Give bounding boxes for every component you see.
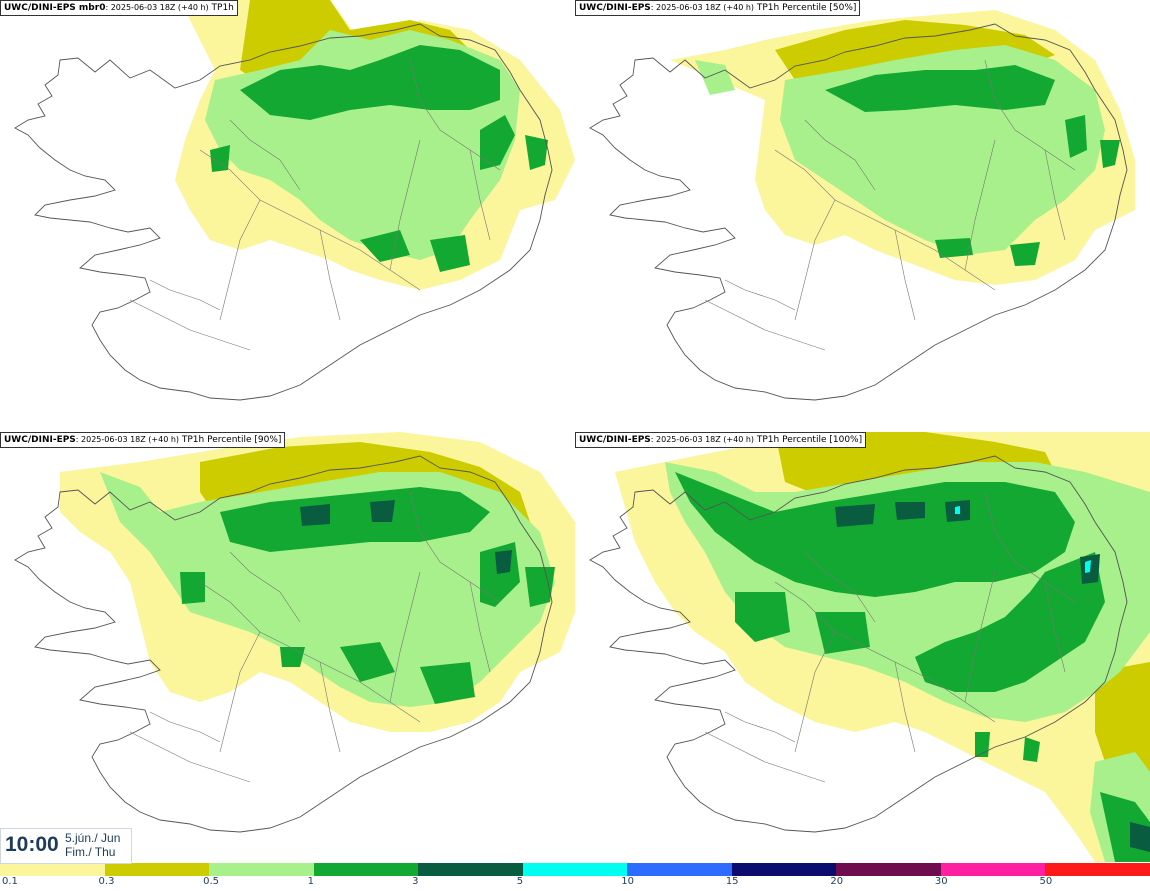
legend-swatch xyxy=(731,863,838,876)
valid-time-box: 10:00 5.jún./ Jun Fim./ Thu xyxy=(0,828,132,864)
panel-title: UWC/DINI-EPS: 2025-06-03 18Z (+40 h) TP1… xyxy=(0,432,286,448)
color-legend: 0.1 0.3 0.5 1 3 5 10 15 20 30 50 xyxy=(0,863,1150,891)
precip-map xyxy=(589,432,1150,862)
legend-swatch xyxy=(313,863,420,876)
map-panel-p100: UWC/DINI-EPS: 2025-06-03 18Z (+40 h) TP1… xyxy=(575,432,1150,862)
precip-map xyxy=(589,10,1135,401)
legend-swatch xyxy=(209,863,315,876)
legend-swatch xyxy=(0,863,106,876)
legend-swatch xyxy=(836,863,942,876)
legend-swatch xyxy=(104,863,211,876)
legend-swatch xyxy=(522,863,629,876)
legend-swatch xyxy=(940,863,1047,876)
precip-area-green xyxy=(675,472,1150,862)
precip-area-olive xyxy=(775,432,1150,832)
valid-time-clock: 10:00 xyxy=(5,833,59,856)
legend-tick-label: 50 xyxy=(1039,876,1053,887)
map-panel-mbr0: UWC/DINI-EPS mbr0: 2025-06-03 18Z (+40 h… xyxy=(0,0,575,430)
panel-title: UWC/DINI-EPS mbr0: 2025-06-03 18Z (+40 h… xyxy=(0,0,238,16)
precip-area-green xyxy=(825,65,1120,266)
map-panel-p90: UWC/DINI-EPS: 2025-06-03 18Z (+40 h) TP1… xyxy=(0,432,575,862)
precip-area-green xyxy=(180,487,555,704)
map-panel-p50: UWC/DINI-EPS: 2025-06-03 18Z (+40 h) TP1… xyxy=(575,0,1150,430)
legend-tick-label: 1 xyxy=(307,876,314,887)
legend-tick-label: 0.3 xyxy=(98,876,115,887)
legend-tick-label: 3 xyxy=(412,876,419,887)
legend-tick-label: 30 xyxy=(934,876,948,887)
precip-area-darkgreen xyxy=(300,500,512,574)
legend-tick-label: 10 xyxy=(621,876,634,887)
legend-swatch xyxy=(1045,863,1150,876)
legend-tick-label: 15 xyxy=(725,876,739,887)
legend-tick-label: 5 xyxy=(516,876,524,887)
valid-time-date: 5.jún./ Jun Fim./ Thu xyxy=(65,831,121,859)
panel-title: UWC/DINI-EPS: 2025-06-03 18Z (+40 h) TP1… xyxy=(575,0,861,16)
legend-tick-label: 0.5 xyxy=(203,876,219,887)
panel-title: UWC/DINI-EPS: 2025-06-03 18Z (+40 h) TP1… xyxy=(575,432,867,448)
legend-tick-label: 20 xyxy=(830,876,844,887)
legend-tick-label: 0.1 xyxy=(2,876,18,887)
legend-swatch xyxy=(627,863,733,876)
precip-area-green xyxy=(210,45,548,272)
legend-swatch xyxy=(418,863,524,876)
precip-map xyxy=(14,432,575,833)
precip-map xyxy=(14,0,575,401)
